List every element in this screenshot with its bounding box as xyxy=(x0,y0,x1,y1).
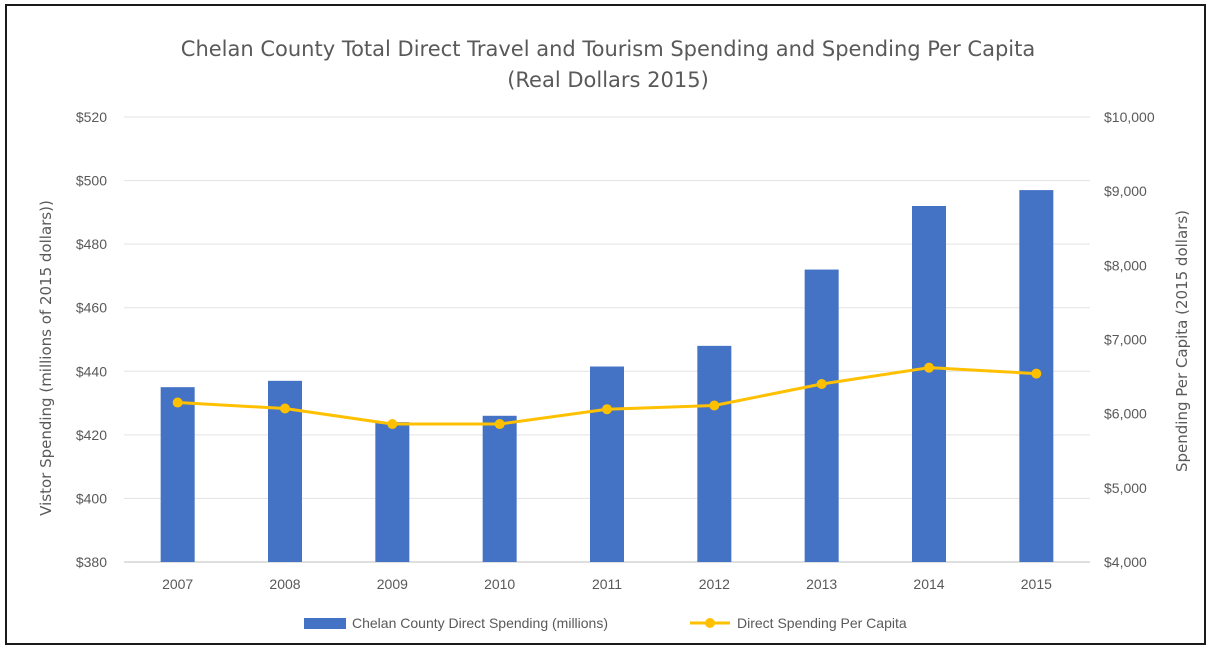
left-axis-ticks: $380 $400 $420 $440 $460 $480 $500 $520 xyxy=(76,109,107,570)
left-axis-tick-label: $520 xyxy=(76,109,107,125)
legend-line-label: Direct Spending Per Capita xyxy=(737,615,907,631)
x-axis-tick-label: 2008 xyxy=(269,576,300,592)
x-axis-tick-label: 2013 xyxy=(806,576,837,592)
chart-title: Chelan County Total Direct Travel and To… xyxy=(181,37,1035,61)
right-axis-tick-label: $5,000 xyxy=(1104,480,1147,496)
legend: Chelan County Direct Spending (millions)… xyxy=(304,615,907,631)
line-point xyxy=(1031,368,1042,379)
bar xyxy=(804,269,839,562)
bar xyxy=(912,206,946,562)
line-point xyxy=(172,397,183,408)
bar xyxy=(590,366,624,562)
x-axis-tick-label: 2007 xyxy=(162,576,193,592)
left-axis-tick-label: $380 xyxy=(76,554,107,570)
chart-frame: Chelan County Total Direct Travel and To… xyxy=(5,4,1206,645)
line-point xyxy=(924,362,934,373)
right-axis-tick-label: $9,000 xyxy=(1104,183,1147,199)
line-point xyxy=(709,400,720,411)
legend-bar-label: Chelan County Direct Spending (millions) xyxy=(352,615,608,631)
right-axis-tick-label: $7,000 xyxy=(1104,332,1147,348)
right-axis-ticks: $4,000 $5,000 $6,000 $7,000 $8,000 $9,000 $10,… xyxy=(1104,109,1155,570)
right-axis-tick-label: $10,000 xyxy=(1104,109,1155,125)
right-axis-tick-label: $4,000 xyxy=(1104,554,1147,570)
x-axis-ticks: 2007 2008 2009 2010 2011 2012 2013 2014 2015 xyxy=(162,576,1052,592)
bar xyxy=(697,345,732,562)
x-axis-tick-label: 2012 xyxy=(699,576,730,592)
bar-series xyxy=(160,190,1054,562)
x-axis-tick-label: 2010 xyxy=(484,576,515,592)
right-axis-tick-label: $8,000 xyxy=(1104,257,1147,273)
right-axis-title: Spending Per Capita (2015 dollars) xyxy=(1173,210,1191,472)
left-axis-tick-label: $420 xyxy=(76,427,107,443)
line-point xyxy=(602,404,612,415)
legend-line-marker xyxy=(705,618,715,628)
x-axis-tick-label: 2009 xyxy=(377,576,408,592)
x-axis-tick-label: 2014 xyxy=(913,576,944,592)
line-point xyxy=(387,419,398,430)
line-point xyxy=(816,379,827,389)
legend-bar-swatch xyxy=(304,618,346,629)
bar xyxy=(160,387,195,562)
right-axis-tick-label: $6,000 xyxy=(1104,406,1147,422)
chart-canvas: Chelan County Total Direct Travel and To… xyxy=(37,37,1191,631)
left-axis-tick-label: $460 xyxy=(76,300,107,316)
left-axis-tick-label: $400 xyxy=(76,490,107,506)
line-series xyxy=(172,362,1042,430)
x-axis-tick-label: 2011 xyxy=(592,576,622,592)
chart-subtitle: (Real Dollars 2015) xyxy=(507,68,709,92)
left-axis-tick-label: $440 xyxy=(76,363,107,379)
line-point xyxy=(494,419,505,430)
x-axis-tick-label: 2015 xyxy=(1021,576,1052,592)
line-point xyxy=(280,403,290,414)
left-axis-tick-label: $500 xyxy=(76,173,107,189)
left-axis-tick-label: $480 xyxy=(76,236,107,252)
left-axis-title: Vistor Spending (millions of 2015 dollar… xyxy=(37,200,55,516)
bar xyxy=(375,422,410,562)
bar xyxy=(482,415,517,562)
